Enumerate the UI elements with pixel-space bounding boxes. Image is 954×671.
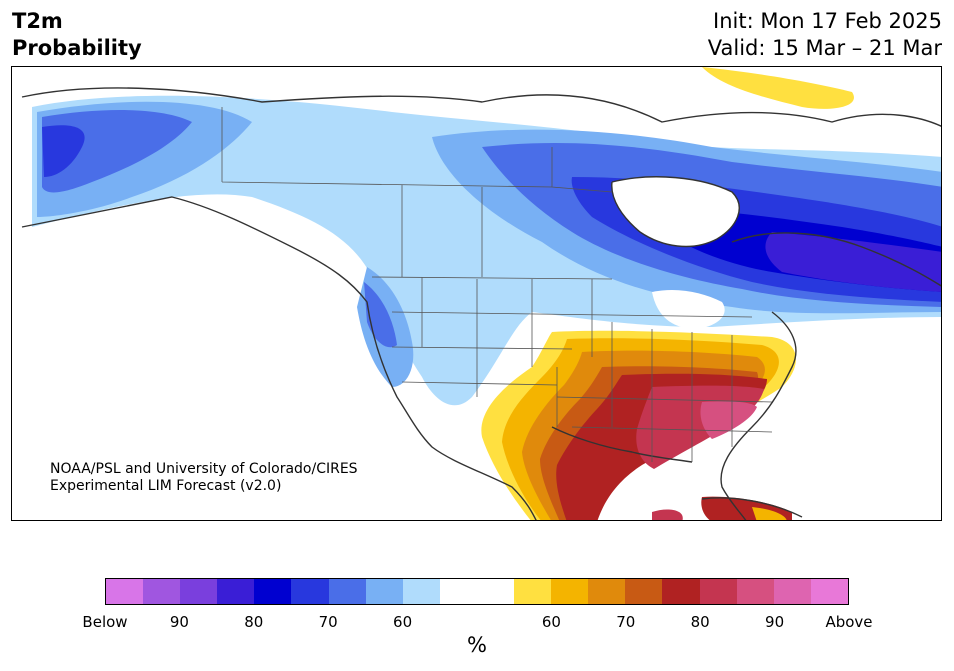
credit-text: NOAA/PSL and University of Colorado/CIRE… [50,461,358,495]
colorbar-cell [810,579,848,604]
colorbar-cell [551,579,589,604]
colorbar-cell [773,579,811,604]
colorbar-cell [736,579,774,604]
shade-below-85 [765,232,941,292]
shade-above-60-b [702,67,854,109]
colorbar-tick-label: 60 [393,613,413,631]
colorbar-cell [106,579,144,604]
colorbar-tick-label: 70 [318,613,338,631]
colorbar-tick-label: 60 [541,613,561,631]
shade-above-65-b [752,507,787,520]
hudson-bay [611,176,740,247]
state-borders [221,107,773,462]
probability-map: NOAA/PSL and University of Colorado/CIRE… [11,66,942,521]
colorbar-cell [699,579,737,604]
colorbar-tick-label: 70 [616,613,636,631]
colorbar-cell [143,579,181,604]
colorbar-cell [328,579,366,604]
colorbar-cell [402,579,440,604]
shade-below-75 [42,125,85,177]
colorbar-cell [662,579,700,604]
colorbar-cell [291,579,329,604]
colorbar-tick-label: 80 [690,613,710,631]
title-metric: Probability [12,36,142,60]
colorbar-tick-label: Above [825,613,873,631]
colorbar-cell [254,579,292,604]
colorbar-tick-label: Below [82,613,128,631]
colorbar-tick-label: 90 [169,613,189,631]
valid-range: Valid: 15 Mar – 21 Mar [707,36,942,60]
colorbar-cell [625,579,663,604]
init-date: Init: Mon 17 Feb 2025 [713,9,942,33]
colorbar [105,578,849,605]
colorbar-unit: % [467,633,487,657]
map-title: T2m Probability [12,8,142,62]
colorbar-cell [588,579,626,604]
colorbar-cell [217,579,255,604]
shade-above-85-b [652,509,683,520]
forecast-dates: Init: Mon 17 Feb 2025 Valid: 15 Mar – 21… [708,8,942,62]
colorbar-tick-label: 90 [765,613,785,631]
credit-line-1: NOAA/PSL and University of Colorado/CIRE… [50,461,358,477]
coastlines [21,87,941,520]
title-variable: T2m [12,9,63,33]
map-canvas [21,67,941,520]
colorbar-tick-label: 80 [244,613,264,631]
colorbar-cell [365,579,403,604]
shade-above-90 [700,401,757,439]
colorbar-cell [180,579,218,604]
great-lakes [652,290,725,329]
colorbar-cell [439,579,477,604]
credit-line-2: Experimental LIM Forecast (v2.0) [50,478,282,494]
colorbar-cell [476,579,515,604]
colorbar-cell [514,579,552,604]
